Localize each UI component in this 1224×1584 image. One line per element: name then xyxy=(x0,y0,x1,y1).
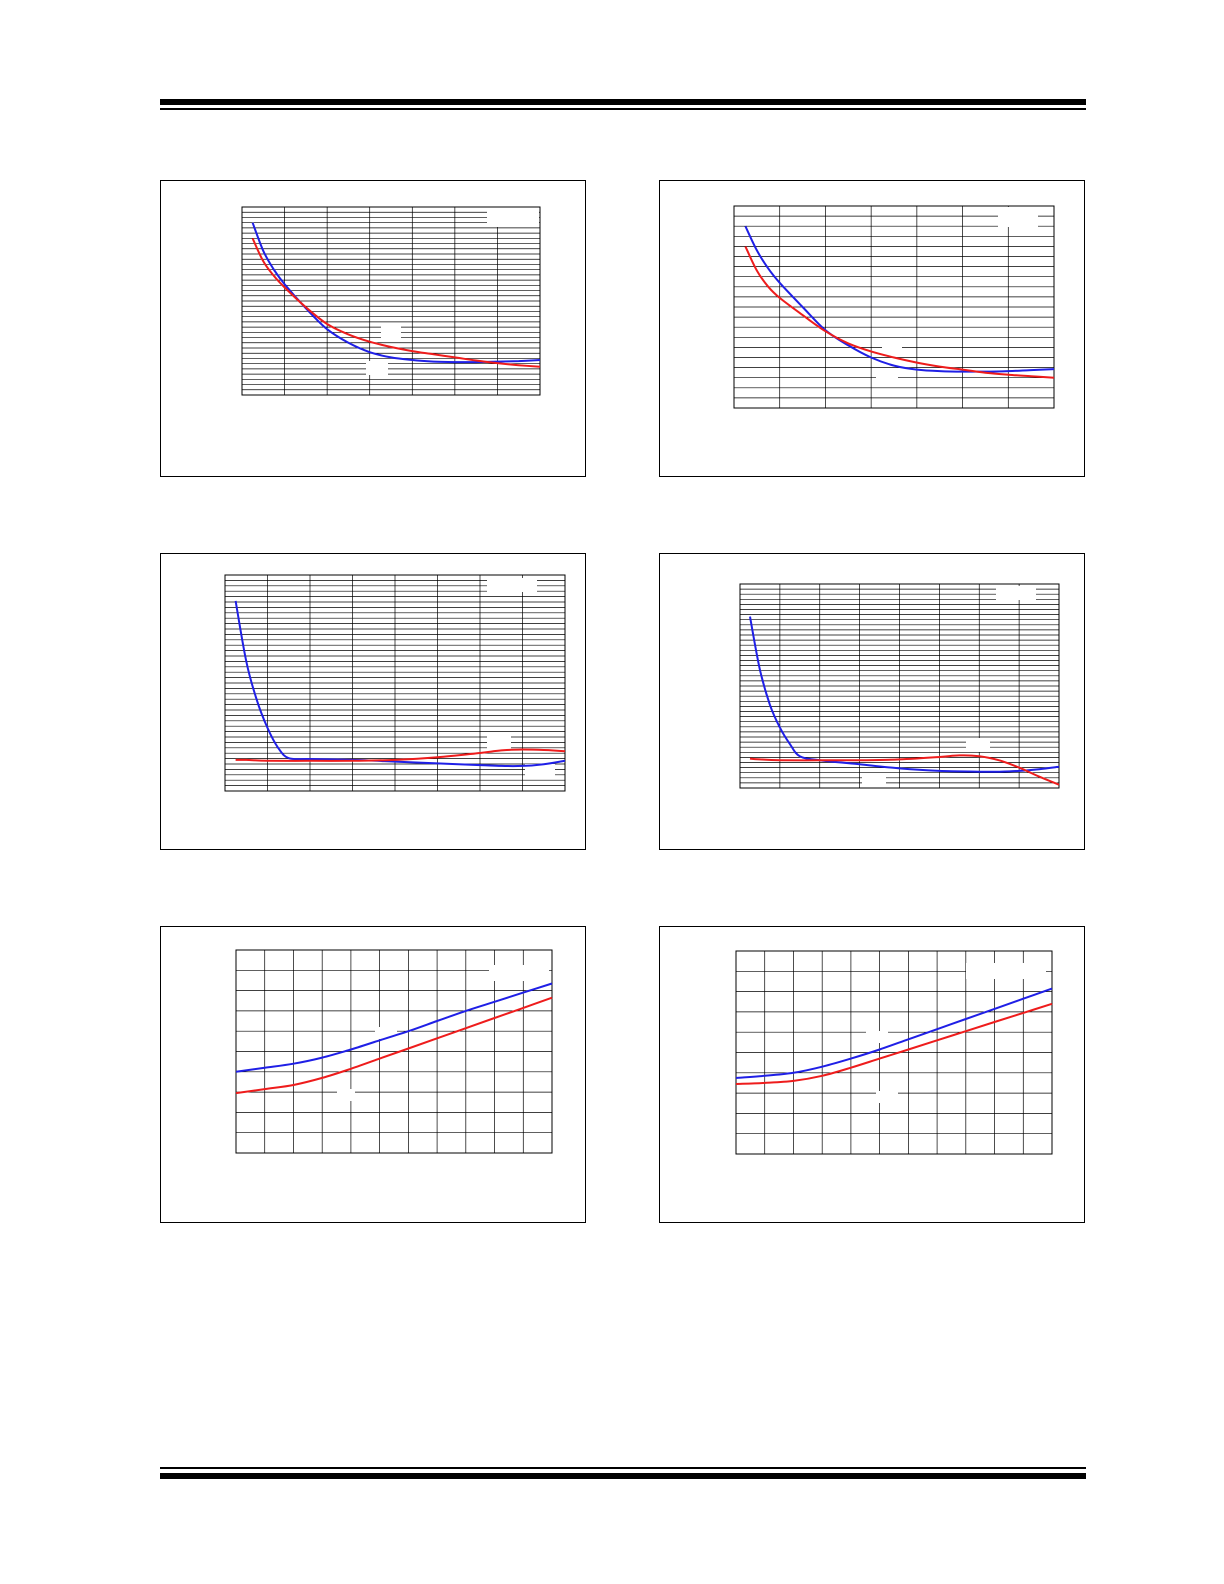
plot-area-frame xyxy=(235,949,553,1154)
chart-panel-5 xyxy=(160,926,586,1223)
legend-blank-area xyxy=(866,1031,888,1043)
legend-blank-area xyxy=(366,361,388,375)
plot-area-frame xyxy=(241,206,541,396)
chart-panel-1 xyxy=(160,180,586,477)
legend-blank-area xyxy=(337,1089,355,1101)
chart-1-svg xyxy=(241,206,541,396)
series-line-red xyxy=(235,748,566,762)
series-line-red xyxy=(251,237,541,368)
chart-panel-2 xyxy=(659,180,1085,477)
header-rule-thick xyxy=(160,99,1086,105)
legend-blank-area xyxy=(996,586,1036,600)
legend-blank-area xyxy=(966,738,990,752)
legend-blank-area xyxy=(375,1027,397,1039)
chart-panel-6 xyxy=(659,926,1085,1223)
legend-blank-area xyxy=(876,371,898,385)
chart-panel-3 xyxy=(160,553,586,850)
legend-blank-area xyxy=(381,326,401,340)
series-line-blue xyxy=(235,982,553,1073)
plot-area-frame xyxy=(735,950,1053,1155)
legend-blank-area xyxy=(487,736,511,750)
plot-area-frame xyxy=(739,583,1060,789)
legend-blank-area xyxy=(966,963,1046,979)
series-line-red xyxy=(735,1002,1053,1085)
legend-blank-area xyxy=(998,207,1038,227)
footer-rule-thin xyxy=(160,1467,1086,1469)
chart-panel-4 xyxy=(659,553,1085,850)
legend-blank-area xyxy=(489,965,549,981)
chart-3-svg xyxy=(224,574,566,792)
series-line-blue xyxy=(234,600,566,768)
header-rule-thin xyxy=(160,108,1086,110)
series-line-blue xyxy=(749,616,1060,773)
plot-area-frame xyxy=(224,574,566,792)
chart-5-svg xyxy=(235,949,553,1154)
chart-4-svg xyxy=(739,583,1060,789)
series-line-red xyxy=(235,996,553,1095)
footer-rule-thick xyxy=(160,1473,1086,1479)
legend-blank-area xyxy=(525,764,555,776)
chart-6-svg xyxy=(735,950,1053,1155)
chart-2-svg xyxy=(733,205,1055,409)
legend-blank-area xyxy=(882,339,902,353)
legend-blank-area xyxy=(487,578,537,592)
series-line-blue xyxy=(744,225,1055,373)
series-line-red xyxy=(744,245,1055,379)
series-line-red xyxy=(749,754,1060,786)
legend-blank-area xyxy=(487,207,539,227)
legend-blank-area xyxy=(862,775,886,787)
series-line-blue xyxy=(735,987,1053,1079)
legend-blank-area xyxy=(876,1091,898,1103)
plot-area-frame xyxy=(733,205,1055,409)
